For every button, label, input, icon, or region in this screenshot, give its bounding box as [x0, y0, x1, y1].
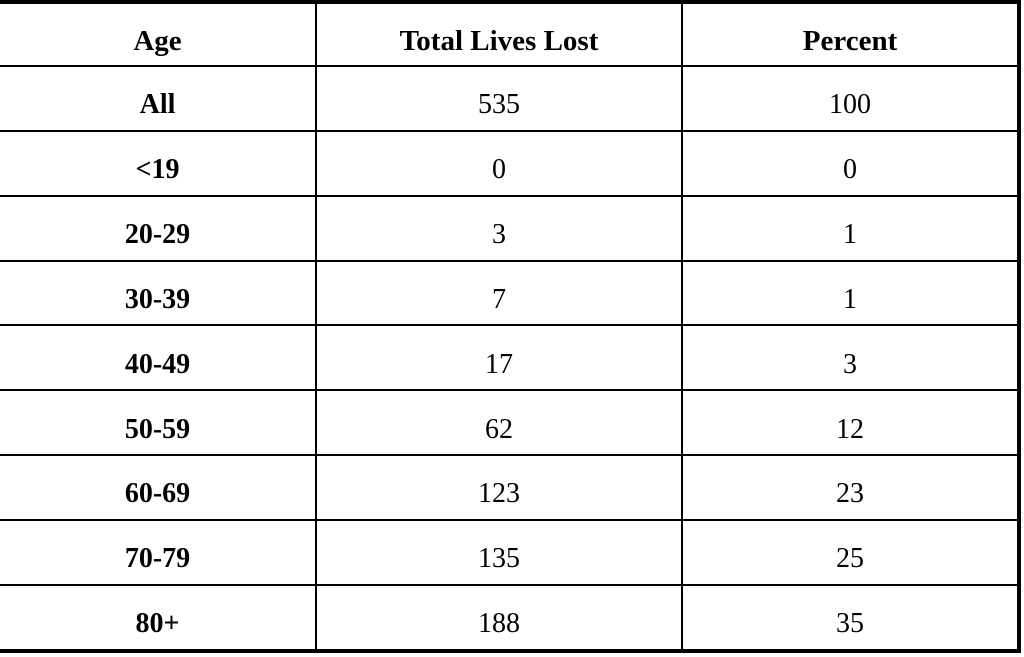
- total-cell: 3: [315, 194, 683, 262]
- column-header-percent: Percent: [681, 1, 1020, 67]
- age-cell: <19: [0, 129, 317, 197]
- column-header-age: Age: [0, 1, 317, 67]
- total-cell: 188: [315, 583, 683, 653]
- table-header: Age Total Lives Lost Percent: [0, 1, 1020, 67]
- age-cell: 50-59: [0, 389, 317, 457]
- age-cell: All: [0, 65, 317, 132]
- percent-cell: 35: [681, 583, 1020, 653]
- age-cell: 60-69: [0, 454, 317, 521]
- age-cell: 80+: [0, 583, 317, 653]
- percent-cell: 12: [681, 389, 1020, 457]
- total-cell: 17: [315, 324, 683, 392]
- percent-cell: 23: [681, 454, 1020, 521]
- table-body: All 535 100 <19 0 0 20-29 3 1 30-39 7 1 …: [0, 65, 1020, 653]
- age-cell: 40-49: [0, 324, 317, 392]
- table-row: 40-49 17 3: [0, 324, 1020, 392]
- percent-cell: 0: [681, 129, 1020, 197]
- table-row: 20-29 3 1: [0, 194, 1020, 262]
- table-row: 50-59 62 12: [0, 389, 1020, 457]
- table-row: 70-79 135 25: [0, 518, 1020, 586]
- percent-cell: 25: [681, 518, 1020, 586]
- percent-cell: 1: [681, 259, 1020, 327]
- table-row: <19 0 0: [0, 129, 1020, 197]
- total-cell: 535: [315, 65, 683, 132]
- header-row: Age Total Lives Lost Percent: [0, 1, 1020, 67]
- percent-cell: 1: [681, 194, 1020, 262]
- table-row: 80+ 188 35: [0, 583, 1020, 653]
- age-cell: 70-79: [0, 518, 317, 586]
- total-cell: 7: [315, 259, 683, 327]
- total-cell: 123: [315, 454, 683, 521]
- column-header-total-lives-lost: Total Lives Lost: [315, 1, 683, 67]
- table-row: 30-39 7 1: [0, 259, 1020, 327]
- total-cell: 62: [315, 389, 683, 457]
- table-row: 60-69 123 23: [0, 454, 1020, 521]
- age-cell: 30-39: [0, 259, 317, 327]
- table-row: All 535 100: [0, 65, 1020, 132]
- percent-cell: 3: [681, 324, 1020, 392]
- total-cell: 135: [315, 518, 683, 586]
- total-cell: 0: [315, 129, 683, 197]
- age-cell: 20-29: [0, 194, 317, 262]
- percent-cell: 100: [681, 65, 1020, 132]
